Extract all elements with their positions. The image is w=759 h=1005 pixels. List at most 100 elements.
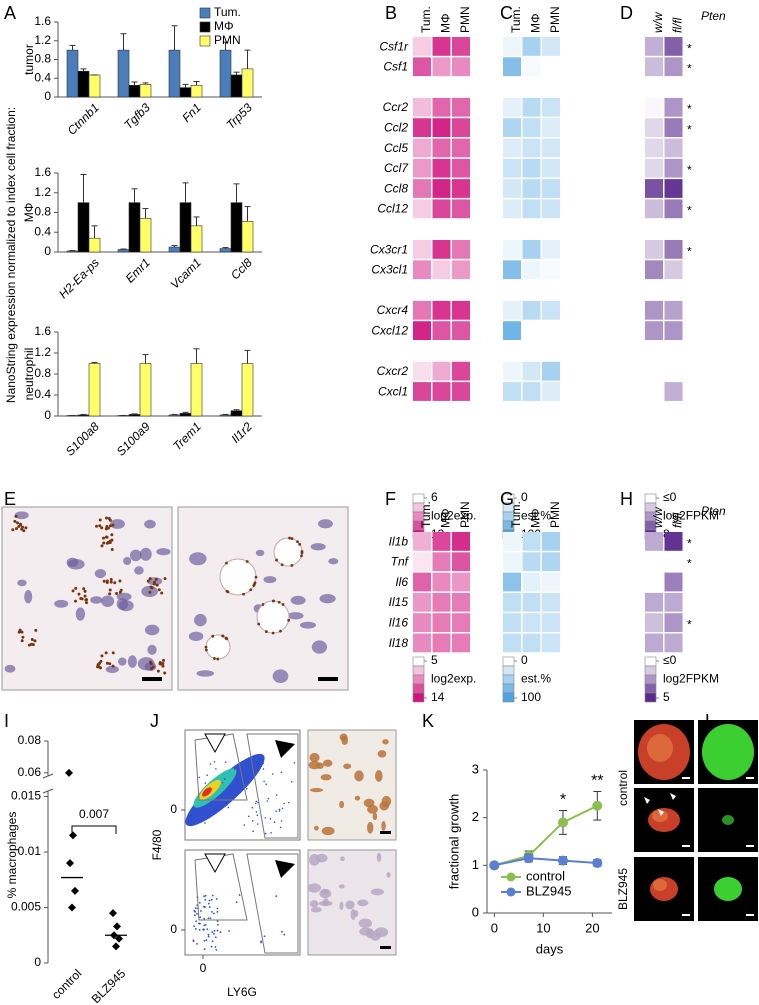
significance-mark: * [687,123,692,137]
event [207,935,210,938]
open-arrowhead [204,853,226,874]
cell [382,739,389,745]
x-tick-label: S100a8 [63,419,102,458]
granule [105,524,109,528]
column-label: PMN [548,6,562,33]
row-label: Ccr2 [383,100,409,114]
granule [271,599,275,603]
nucleus [196,670,215,677]
x-axis-label: LY6G [227,985,257,999]
event [280,771,283,774]
granule [163,671,167,675]
heat-cell [452,158,470,178]
event [194,907,197,910]
event [275,810,277,813]
legend-swatch [199,21,211,33]
event [234,793,237,796]
event [203,806,205,809]
heat-cell [432,532,451,551]
granule [104,651,108,655]
heat-cell [664,158,683,178]
y-tick-label: 0 [44,244,51,258]
event [216,929,219,932]
colorbar-step [412,692,425,703]
heat-cell [503,300,521,320]
heat-cell [664,633,683,653]
heat-cell [522,300,541,320]
granule [100,544,104,548]
event [252,830,254,833]
nucleus [144,624,160,636]
heat-cell [432,321,451,340]
event [193,909,196,912]
nucleus [123,557,132,565]
granule [158,662,162,666]
y-tick-label: 0 [170,922,177,936]
heat-cell [664,532,683,551]
x-tick-label: Fn1 [179,100,204,125]
heat-cell [522,532,541,551]
column-label: MΦ [438,13,452,33]
heat-cell [664,118,683,137]
granule [271,631,275,635]
colorbar-step [644,692,657,703]
heat-cell [413,592,431,612]
granule [252,584,256,587]
nucleus [118,600,134,612]
granule [161,664,165,668]
granule [264,630,268,633]
y-tick-label: 0.01 [18,844,42,858]
scale-bar [682,914,690,916]
event [280,820,283,822]
heat-cell [432,37,451,56]
scale-bar [318,677,338,681]
significance-mark: * [687,62,692,76]
nucleus [147,644,157,655]
heat-cell [452,613,470,632]
heat-cell [503,592,521,612]
heat-cell [664,138,683,158]
event [255,800,258,803]
heat-cell [645,532,663,551]
colorbar-tick-label: ≤0 [663,653,677,667]
event [270,831,272,834]
event [209,763,212,765]
cell [313,825,319,831]
cell [374,927,389,938]
nucleus [129,549,142,562]
heat-cell [542,552,560,572]
granule [216,657,220,661]
row-label: Csf1 [383,60,408,74]
heat-cell [413,532,431,551]
granule [108,592,112,596]
bar [179,87,192,98]
nucleus [134,566,144,575]
bar [241,221,254,253]
x-tick-label: 0 [200,961,207,975]
column-label: fl/fl [670,17,684,33]
cell [322,759,333,767]
event [206,928,209,931]
nucleus [90,596,103,604]
event [198,901,201,904]
heat-cell [413,138,431,158]
cell [353,910,359,918]
colorbar-step [412,656,425,667]
granule [111,664,115,668]
granule [113,581,117,585]
nucleus [127,655,137,668]
event [227,806,230,809]
row-label: control [616,770,630,806]
data-point [69,831,77,840]
significance-mark: * [560,792,566,809]
axis-break [42,788,54,794]
granule [102,536,106,540]
granule [108,662,112,666]
heat-cell [503,321,521,340]
granule [118,579,122,583]
granule [300,549,304,553]
event [244,777,246,780]
event [207,902,210,905]
column-label: PMN [458,6,472,33]
column-label: Tum. [419,501,433,528]
